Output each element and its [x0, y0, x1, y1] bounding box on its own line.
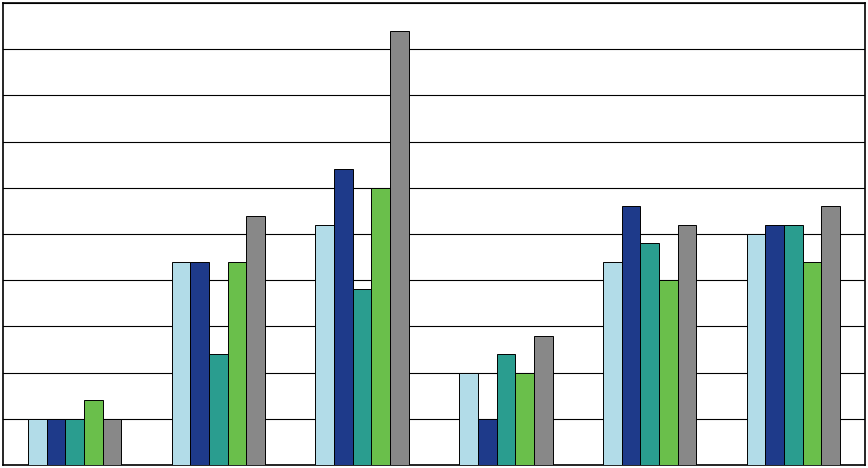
Bar	[516, 373, 534, 465]
Bar	[372, 188, 390, 465]
Bar	[172, 262, 190, 465]
Bar	[315, 225, 334, 465]
Bar	[496, 354, 516, 465]
Bar	[227, 262, 247, 465]
Bar	[247, 215, 265, 465]
Bar	[766, 225, 784, 465]
Bar	[390, 30, 409, 465]
Bar	[84, 401, 102, 465]
Bar	[821, 206, 840, 465]
Bar	[28, 419, 47, 465]
Bar	[534, 336, 553, 465]
Bar	[334, 169, 352, 465]
Bar	[65, 419, 84, 465]
Bar	[678, 225, 696, 465]
Bar	[478, 419, 496, 465]
Bar	[621, 206, 641, 465]
Bar	[190, 262, 209, 465]
Bar	[102, 419, 122, 465]
Bar	[603, 262, 621, 465]
Bar	[803, 262, 821, 465]
Bar	[659, 280, 678, 465]
Bar	[746, 234, 766, 465]
Bar	[47, 419, 65, 465]
Bar	[352, 290, 372, 465]
Bar	[641, 243, 659, 465]
Bar	[784, 225, 803, 465]
Bar	[459, 373, 478, 465]
Bar	[209, 354, 227, 465]
